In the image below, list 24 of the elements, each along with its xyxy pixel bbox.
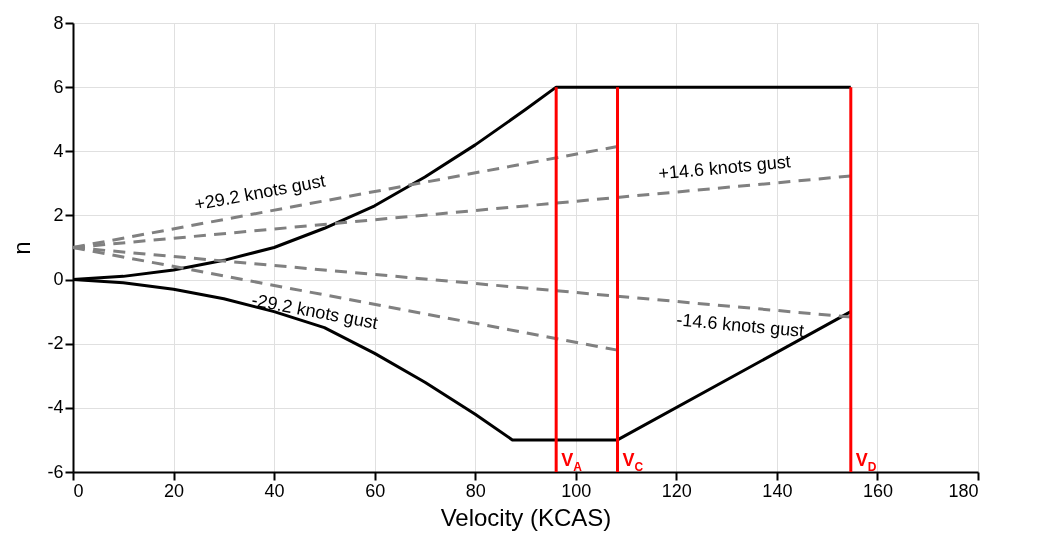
y-tick-label: 8 (53, 12, 64, 33)
y-tick-label: 0 (53, 269, 64, 290)
x-tick-label: 20 (164, 480, 185, 501)
y-tick-label: -6 (47, 461, 64, 482)
x-tick-label: 80 (465, 480, 486, 501)
y-tick-label: -4 (47, 397, 64, 418)
text: +29.2 knots gust (192, 170, 327, 215)
text: +14.6 knots gust (657, 151, 792, 184)
x-tick-label: 0 (73, 480, 84, 501)
x-tick-label: 140 (762, 480, 793, 501)
x-tick-label: 40 (264, 480, 285, 501)
text: -29.2 knots gust (249, 289, 380, 334)
x-tick-label: 120 (661, 480, 692, 501)
y-axis-title: n (8, 241, 36, 255)
y-tick-label: 4 (53, 140, 64, 161)
text: -14.6 knots gust (675, 309, 805, 341)
y-tick-label: 2 (53, 204, 64, 225)
x-tick-label: 60 (365, 480, 386, 501)
y-tick-label: -2 (47, 333, 64, 354)
x-axis-title: Velocity (KCAS) (440, 503, 612, 531)
x-tick-label: 160 (862, 480, 893, 501)
y-tick-label: 6 (53, 76, 64, 97)
x-tick-label: 180 (948, 480, 979, 501)
x-tick-label: 100 (561, 480, 592, 501)
